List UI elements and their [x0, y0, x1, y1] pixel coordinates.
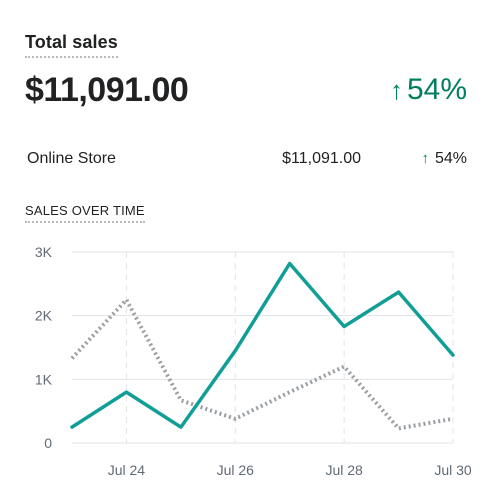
channel-name: Online Store: [27, 150, 116, 167]
x-tick-label: Jul 26: [217, 462, 255, 478]
sales-over-time-label[interactable]: SALES OVER TIME: [25, 203, 145, 223]
channel-row-online-store: Online Store $11,091.00 ↑ 54%: [27, 148, 467, 170]
y-tick-label: 3K: [35, 244, 53, 260]
y-tick-label: 2K: [35, 308, 53, 324]
comparison-period-line[interactable]: [70, 297, 454, 431]
chart-series: [70, 261, 455, 431]
x-tick-label: Jul 30: [434, 462, 472, 478]
y-tick-label: 1K: [35, 371, 53, 387]
card-title[interactable]: Total sales: [25, 31, 118, 58]
channel-value: $11,091.00: [282, 150, 361, 167]
channel-change: ↑ 54%: [421, 148, 467, 170]
x-tick-label: Jul 24: [108, 462, 146, 478]
x-tick-label: Jul 28: [325, 462, 363, 478]
channel-change-percent: 54%: [434, 150, 467, 167]
sales-over-time-chart[interactable]: 0 1K 2K 3K Jul 24 Jul 26 Jul 28 Jul 30: [0, 236, 491, 499]
x-axis: Jul 24 Jul 26 Jul 28 Jul 30: [108, 462, 472, 478]
total-sales-value: $11,091.00: [25, 71, 189, 109]
arrow-up-icon: ↑: [389, 75, 403, 105]
chart-grid: [72, 251, 454, 444]
total-change-indicator: ↑ 54%: [390, 70, 467, 110]
current-period-line[interactable]: [70, 261, 455, 429]
y-axis: 0 1K 2K 3K: [35, 244, 53, 451]
total-change-percent: 54%: [406, 73, 467, 106]
y-tick-label: 0: [44, 435, 52, 451]
arrow-up-icon: ↑: [421, 150, 429, 167]
